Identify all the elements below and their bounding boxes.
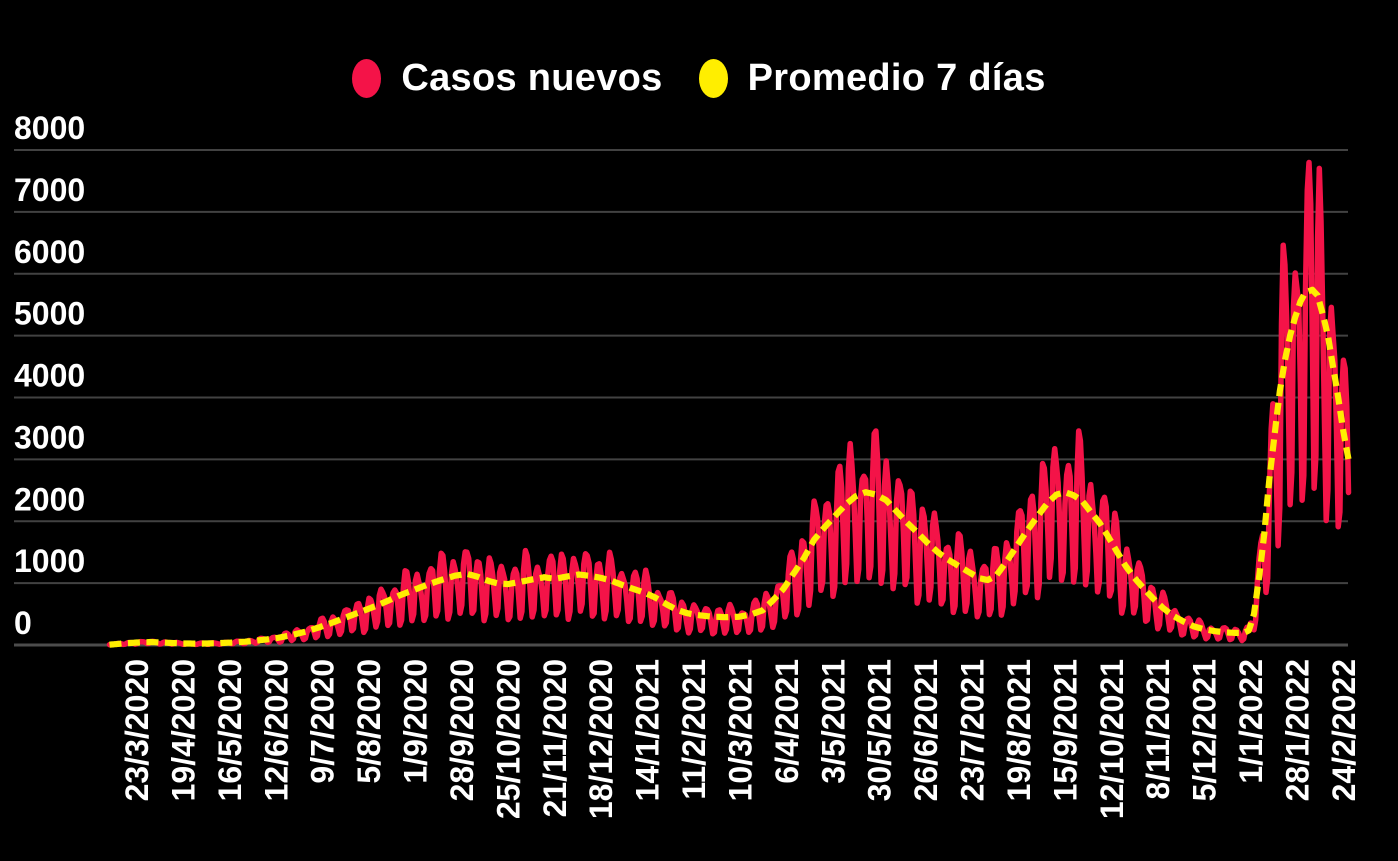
x-axis-tick-label: 19/8/2021 [1001,659,1037,801]
x-axis-tick-label: 28/9/2020 [444,659,480,801]
promedio-7-dias-line [108,286,1352,648]
x-axis-tick-label: 11/2/2021 [676,659,712,800]
x-axis-tick-label: 12/10/2021 [1094,659,1130,819]
casos-nuevos-marker-icon [352,58,382,98]
x-axis-tick-label: 28/1/2022 [1280,659,1316,801]
x-axis-tick-label: 26/6/2021 [908,659,944,801]
x-axis-tick-label: 3/5/2021 [815,659,851,784]
x-axis-tick-label: 15/9/2021 [1047,659,1083,801]
casos-nuevos-line [106,159,1352,648]
y-axis-tick-label: 0 [14,605,32,641]
y-axis-tick-label: 6000 [14,234,85,270]
x-axis-tick-label: 24/2/2022 [1326,659,1362,801]
x-axis-tick-label: 6/4/2021 [769,659,805,784]
x-axis-tick-label: 8/11/2021 [1140,659,1176,800]
y-axis-tick-label: 3000 [14,419,85,455]
x-axis-tick-label: 23/7/2021 [955,659,991,801]
promedio-7-dias-marker-icon [698,58,728,98]
x-axis-tick-label: 18/12/2020 [583,659,619,819]
chart-legend: Casos nuevos Promedio 7 días [0,55,1398,101]
x-axis-tick-label: 16/5/2020 [212,659,248,801]
y-axis-tick-label: 7000 [14,172,85,208]
y-axis-tick-label: 2000 [14,481,85,517]
x-axis-tick-label: 10/3/2021 [723,659,759,801]
x-axis-tick-label: 25/10/2020 [490,659,526,819]
y-axis-tick-label: 5000 [14,296,85,332]
y-axis-tick-label: 8000 [14,110,85,146]
x-axis-tick-label: 14/1/2021 [630,659,666,801]
y-axis-tick-label: 1000 [14,543,85,579]
casos-nuevos-legend-label: Casos nuevos [401,56,663,99]
x-axis-tick-label: 5/8/2020 [351,659,387,784]
x-axis-tick-label: 12/6/2020 [258,659,294,801]
x-axis-tick-label: 5/12/2021 [1187,659,1223,801]
x-axis-tick-label: 1/9/2020 [398,659,434,784]
y-axis-tick-label: 4000 [14,358,85,394]
promedio-7-dias-legend-label: Promedio 7 días [747,56,1046,99]
x-axis-tick-label: 21/11/2020 [537,659,573,817]
x-axis-tick-label: 23/3/2020 [119,659,155,801]
x-axis-tick-label: 1/1/2022 [1233,659,1269,784]
x-axis-tick-label: 30/5/2021 [862,659,898,801]
x-axis-tick-label: 9/7/2020 [305,659,341,784]
x-axis-tick-label: 19/4/2020 [165,659,201,801]
